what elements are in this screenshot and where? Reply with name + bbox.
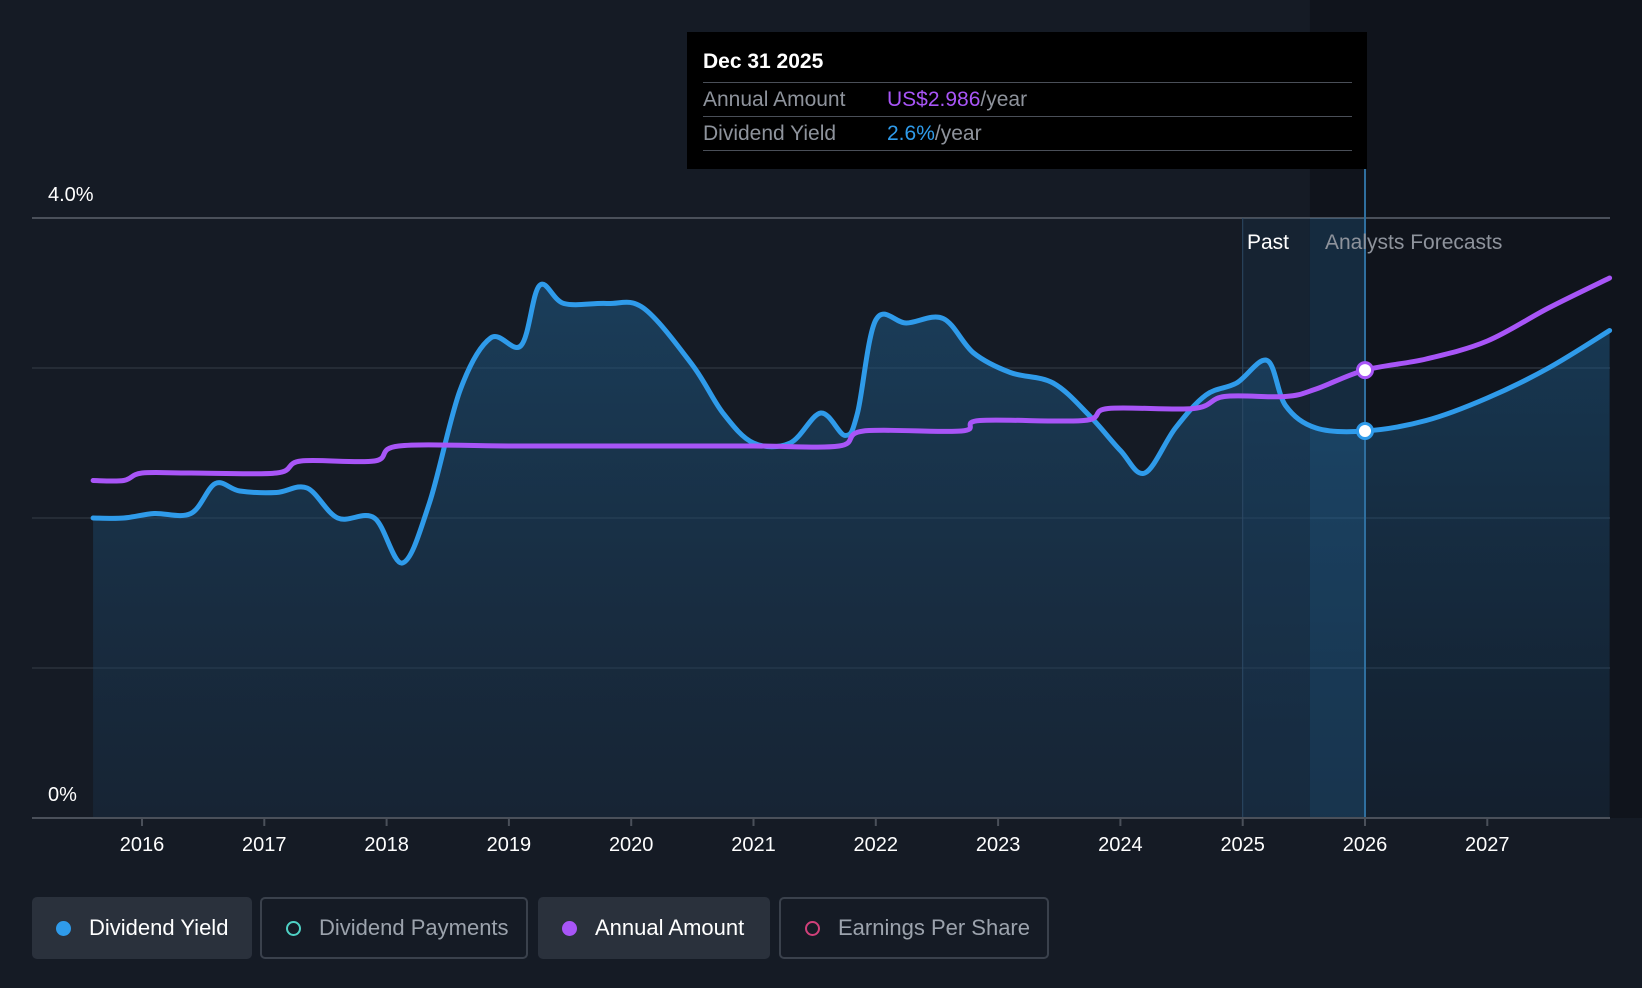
tooltip-annual-amount-unit: /year xyxy=(980,88,1028,111)
tooltip-dividend-yield-unit: /year xyxy=(934,122,982,145)
legend-label: Dividend Payments xyxy=(319,915,509,940)
y-tick-label-bottom: 0% xyxy=(48,784,77,806)
x-tick-label: 2018 xyxy=(364,834,409,856)
past-region-label: Past xyxy=(1247,231,1289,254)
legend-dot-icon xyxy=(562,920,577,936)
x-tick-label: 2027 xyxy=(1465,834,1510,856)
legend-label: Dividend Yield xyxy=(89,915,229,940)
x-tick-label: 2021 xyxy=(731,834,776,856)
x-tick-label: 2025 xyxy=(1220,834,1265,856)
annual-amount-marker xyxy=(1356,361,1374,380)
tooltip-dividend-yield-value: 2.6% xyxy=(887,122,935,145)
tooltip-dividend-yield-label: Dividend Yield xyxy=(703,122,837,145)
legend-label: Earnings Per Share xyxy=(838,915,1030,940)
legend-dot-icon xyxy=(286,920,301,936)
legend-item-dividend-payments[interactable]: Dividend Payments xyxy=(260,897,528,959)
x-tick-label: 2016 xyxy=(120,834,165,856)
x-tick-label: 2019 xyxy=(487,834,532,856)
tooltip-date: Dec 31 2025 xyxy=(703,50,824,73)
past-band xyxy=(1242,218,1310,818)
forecast-highlight-band xyxy=(1309,218,1365,818)
tooltip-annual-amount-label: Annual Amount xyxy=(703,88,846,111)
tooltip-dividend-yield-value-wrap: 2.6%/year xyxy=(887,122,982,146)
tooltip-annual-amount-value: US$2.986 xyxy=(887,88,981,111)
x-tick-label: 2024 xyxy=(1098,834,1143,856)
tooltip: Dec 31 2025 Annual Amount US$2.986/year … xyxy=(687,32,1367,169)
legend-dot-icon xyxy=(805,920,820,936)
legend-item-annual-amount[interactable]: Annual Amount xyxy=(538,897,770,959)
legend-label: Annual Amount xyxy=(595,915,745,940)
legend-item-dividend-yield[interactable]: Dividend Yield xyxy=(32,897,252,959)
x-tick-label: 2017 xyxy=(242,834,287,856)
legend-dot-icon xyxy=(56,920,71,936)
annual-amount-line xyxy=(90,275,1613,484)
legend-item-earnings-per-share[interactable]: Earnings Per Share xyxy=(779,897,1049,959)
x-tick-label: 2022 xyxy=(854,834,899,856)
tooltip-row-dividend-yield: Dividend Yield 2.6%/year xyxy=(703,116,1352,151)
x-tick-label: 2020 xyxy=(609,834,654,856)
y-tick-label-top: 4.0% xyxy=(48,184,94,206)
tooltip-row-annual-amount: Annual Amount US$2.986/year xyxy=(703,82,1352,116)
forecast-region-label: Analysts Forecasts xyxy=(1325,231,1502,254)
tooltip-annual-amount-value-wrap: US$2.986/year xyxy=(887,88,1027,112)
x-tick-label: 2026 xyxy=(1343,834,1388,856)
dividend-yield-area xyxy=(93,284,1610,818)
x-tick-label: 2023 xyxy=(976,834,1021,856)
dividend-yield-marker xyxy=(1356,422,1374,440)
dividend-yield-line xyxy=(90,281,1613,566)
